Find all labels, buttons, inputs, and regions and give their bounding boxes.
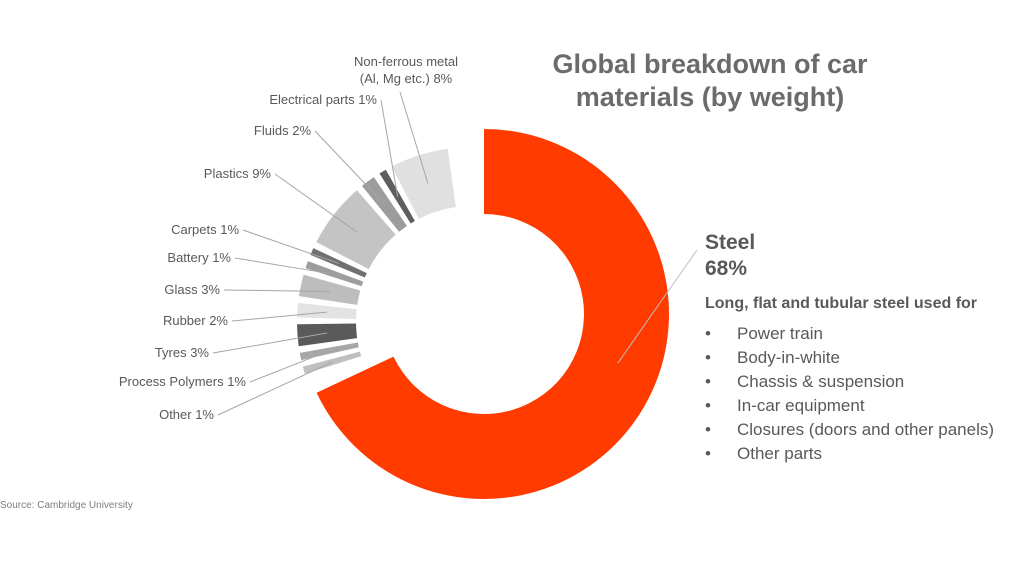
slice-label-plastics: Plastics 9% [204, 166, 272, 181]
steel-usage-item-label: Body-in-white [737, 348, 840, 367]
leader-line-glass [223, 289, 330, 292]
slice-label-fluids: Fluids 2% [254, 123, 312, 138]
leader-line-rubber [231, 311, 327, 322]
steel-callout-name: Steel [705, 231, 756, 254]
steel-usage-item: • Body-in-white [705, 346, 1024, 370]
leader-lines [212, 91, 698, 416]
slice-tyres [297, 323, 358, 347]
steel-usage-item: • Closures (doors and other panels) [705, 418, 1024, 442]
bullet-icon: • [705, 348, 711, 367]
slice-label-process-polymers: Process Polymers 1% [119, 374, 247, 389]
slice-label-nonferrous-line-1: Non-ferrous metal [354, 54, 458, 69]
steel-usage-item-label: Closures (doors and other panels) [737, 420, 995, 439]
leader-line-battery [234, 257, 335, 275]
steel-usage-item-label: Other parts [737, 444, 823, 463]
slice-label-glass: Glass 3% [164, 282, 220, 297]
slice-label-carpets: Carpets 1% [171, 222, 239, 237]
slice-label-electrical: Electrical parts 1% [269, 92, 377, 107]
steel-callout-description: Long, flat and tubular steel used for [705, 295, 978, 312]
slice-battery [305, 261, 364, 287]
donut-slices [297, 129, 670, 499]
steel-usage-item-label: In-car equipment [737, 396, 865, 415]
slice-non-ferrous-metal-al-mg-etc [391, 148, 456, 219]
bullet-icon: • [705, 396, 711, 415]
chart-title-line-2: materials (by weight) [575, 82, 845, 112]
chart-title: Global breakdown of car materials (by we… [500, 48, 920, 114]
steel-callout: Steel 68% Long, flat and tubular steel u… [705, 230, 1024, 466]
leader-line-nonferrous [399, 91, 429, 184]
leader-line-steel [617, 249, 698, 364]
steel-usage-item: • Other parts [705, 442, 1024, 466]
bullet-icon: • [705, 372, 711, 391]
slice-plastics [316, 190, 396, 270]
bullet-icon: • [705, 324, 711, 343]
steel-usage-item: • Power train [705, 322, 1024, 346]
slice-steel [316, 129, 670, 499]
slice-label-nonferrous-line-2: (Al, Mg etc.) 8% [360, 71, 453, 86]
bullet-icon: • [705, 420, 711, 439]
slice-labels: Other 1% Process Polymers 1% Tyres 3% Rubbe… [119, 54, 458, 422]
slice-label-rubber: Rubber 2% [163, 313, 228, 328]
leader-line-carpets [242, 229, 339, 264]
leader-line-plastics [274, 173, 358, 233]
slice-process-polymers [299, 342, 359, 361]
steel-usage-item: • Chassis & suspension [705, 370, 1024, 394]
steel-usage-item: • In-car equipment [705, 394, 1024, 418]
steel-callout-percent: 68% [705, 257, 748, 280]
source-note: Source: Cambridge University [0, 500, 133, 511]
slice-label-other: Other 1% [159, 407, 214, 422]
leader-line-other [217, 361, 333, 416]
slice-label-battery: Battery 1% [167, 250, 231, 265]
bullet-icon: • [705, 444, 711, 463]
steel-usage-item-label: Power train [737, 324, 823, 343]
leader-line-electrical [380, 99, 399, 197]
slice-label-tyres: Tyres 3% [155, 345, 210, 360]
steel-usage-item-label: Chassis & suspension [737, 372, 905, 391]
leader-line-tyres [212, 332, 328, 354]
chart-title-line-1: Global breakdown of car [552, 49, 868, 79]
steel-usage-list: • Power train • Body-in-white • Chassis & s… [705, 322, 1024, 466]
slice-glass [298, 274, 361, 305]
leader-line-fluids [314, 130, 386, 206]
leader-line-process-polymers [249, 350, 330, 383]
slice-rubber [297, 302, 357, 320]
